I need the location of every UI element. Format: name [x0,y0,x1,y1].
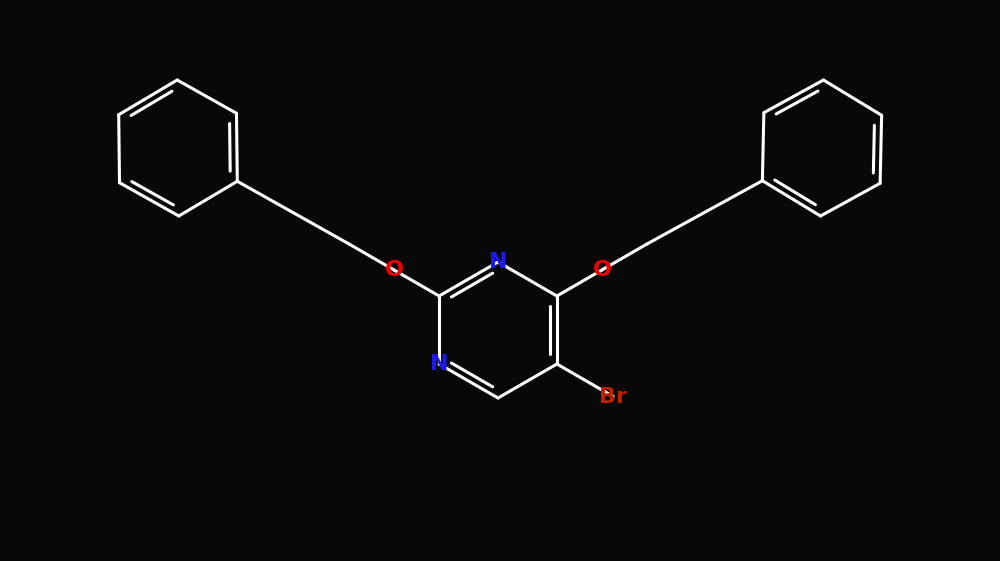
Text: N: N [430,354,448,374]
Text: N: N [489,252,507,272]
Text: Br: Br [599,387,627,407]
Text: O: O [592,260,611,280]
Text: O: O [385,260,404,280]
